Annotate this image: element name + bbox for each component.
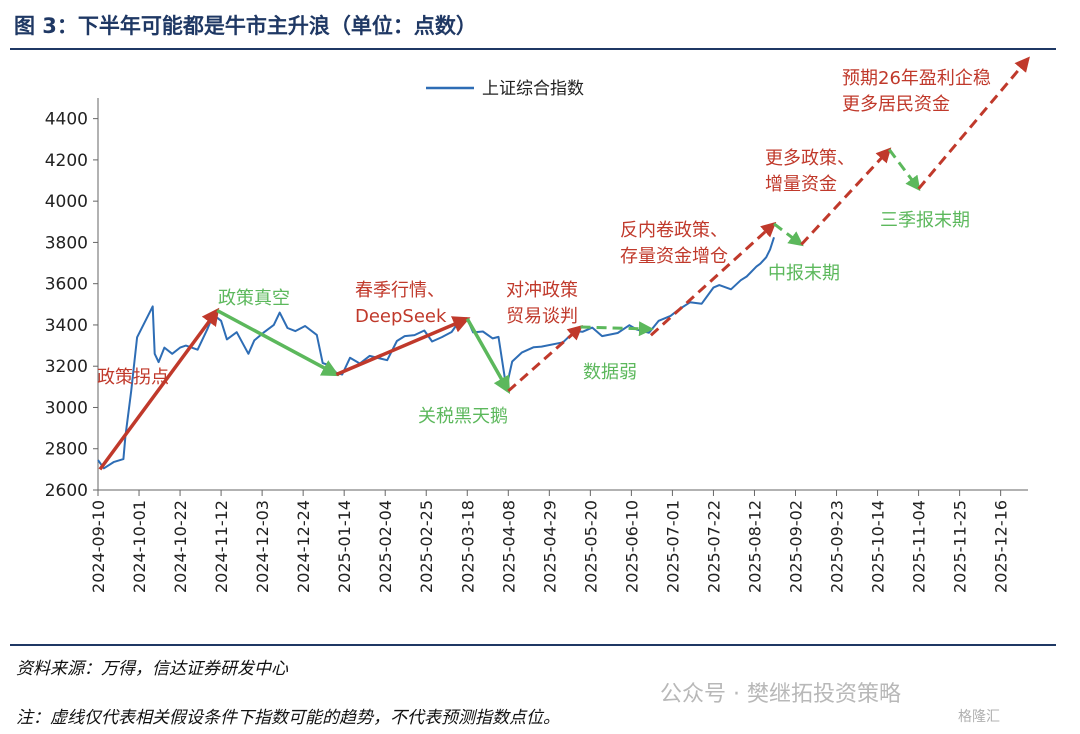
- trend-arrow: [335, 316, 471, 377]
- x-tick-label: 2024-12-03: [253, 500, 272, 593]
- x-tick-label: 2025-04-08: [499, 500, 518, 593]
- y-tick-label: 3600: [45, 275, 88, 295]
- watermark-logo: 格隆汇: [958, 709, 1000, 725]
- annotation-label: 对冲政策: [506, 280, 578, 301]
- trend-arrow: [580, 321, 654, 337]
- annotation-label: 政策拐点: [97, 367, 169, 388]
- annotation-label: DeepSeek: [355, 306, 447, 327]
- watermark-text: 公众号 · 樊继拓投资策略: [660, 682, 901, 707]
- trend-arrow: [98, 307, 220, 471]
- trend-arrow: [917, 56, 1030, 190]
- annotation-label: 春季行情、: [355, 280, 445, 301]
- x-tick-label: 2024-12-24: [294, 500, 313, 593]
- x-tick-label: 2025-03-18: [458, 500, 477, 593]
- title-divider: [10, 48, 1056, 50]
- y-tick-label: 4200: [45, 151, 88, 171]
- annotation-label: 三季报末期: [880, 210, 970, 231]
- annotation-label: 政策真空: [218, 288, 290, 309]
- annotation-label: 贸易谈判: [506, 306, 578, 327]
- trend-arrow: [465, 317, 511, 395]
- annotation-label: 数据弱: [583, 362, 637, 383]
- trend-arrow: [216, 308, 340, 377]
- y-tick-label: 2800: [45, 440, 88, 460]
- x-tick-label: 2025-08-12: [745, 500, 764, 593]
- x-tick-label: 2025-06-10: [622, 500, 641, 593]
- x-tick-label: 2025-12-16: [992, 500, 1011, 593]
- x-tick-label: 2025-04-29: [540, 500, 559, 593]
- trend-arrow: [507, 325, 583, 393]
- x-tick-label: 2024-11-12: [212, 500, 231, 593]
- series-layer: [97, 236, 775, 470]
- footer-divider: [10, 644, 1056, 646]
- annotation-label: 中报末期: [768, 263, 840, 284]
- figure-title: 图 3：下半年可能都是牛市主升浪（单位：点数）: [14, 14, 477, 38]
- x-tick-label: 2025-10-14: [869, 500, 888, 593]
- x-tick-label: 2025-07-22: [704, 500, 723, 593]
- y-tick-label: 4000: [45, 192, 88, 212]
- x-tick-label: 2025-02-04: [376, 500, 395, 593]
- legend: 上证综合指数: [426, 79, 584, 99]
- annotation-label: 反内卷政策、: [620, 220, 728, 241]
- y-tick-label: 3000: [45, 398, 88, 418]
- annotation-label: 更多政策、: [765, 148, 855, 169]
- x-tick-label: 2024-09-10: [89, 500, 108, 593]
- x-tick-label: 2024-10-22: [171, 500, 190, 593]
- y-tick-label: 3800: [45, 233, 88, 253]
- trend-arrow: [649, 221, 777, 337]
- legend-label: 上证综合指数: [482, 79, 584, 99]
- y-tick-label: 2600: [45, 481, 88, 501]
- x-tick-label: 2025-09-02: [787, 500, 806, 593]
- x-tick-label: 2025-05-20: [581, 500, 600, 593]
- x-tick-label: 2025-02-25: [417, 500, 436, 593]
- annotation-label: 更多居民资金: [842, 94, 950, 115]
- series-line: [97, 236, 775, 470]
- y-tick-label: 3400: [45, 316, 88, 336]
- annotation-label: 存量资金增仓: [620, 246, 728, 267]
- axes: 2600 2800 3000 3200 3400 3600 3800 4000 4200 4400…: [45, 98, 1028, 593]
- trend-arrow: [888, 148, 921, 192]
- x-tick-label: 2025-09-23: [828, 500, 847, 593]
- x-tick-label: 2025-07-01: [663, 500, 682, 593]
- x-tick-label: 2025-01-14: [335, 500, 354, 593]
- trend-arrow: [773, 222, 804, 247]
- y-tick-label: 4400: [45, 110, 88, 130]
- x-tick-label: 2025-11-25: [951, 500, 970, 593]
- source-note: 资料来源：万得，信达证券研发中心: [16, 659, 288, 679]
- x-tick-label: 2024-10-01: [130, 500, 149, 593]
- y-tick-label: 3200: [45, 357, 88, 377]
- annotation-label: 预期26年盈利企稳: [842, 68, 991, 89]
- x-tick-label: 2025-11-04: [910, 500, 929, 593]
- trend-arrow: [800, 147, 892, 246]
- footnote: 注：虚线仅代表相关假设条件下指数可能的趋势，不代表预测指数点位。: [16, 708, 560, 728]
- annotation-label: 增量资金: [765, 174, 837, 195]
- annotation-label: 关税黑天鹅: [418, 406, 508, 427]
